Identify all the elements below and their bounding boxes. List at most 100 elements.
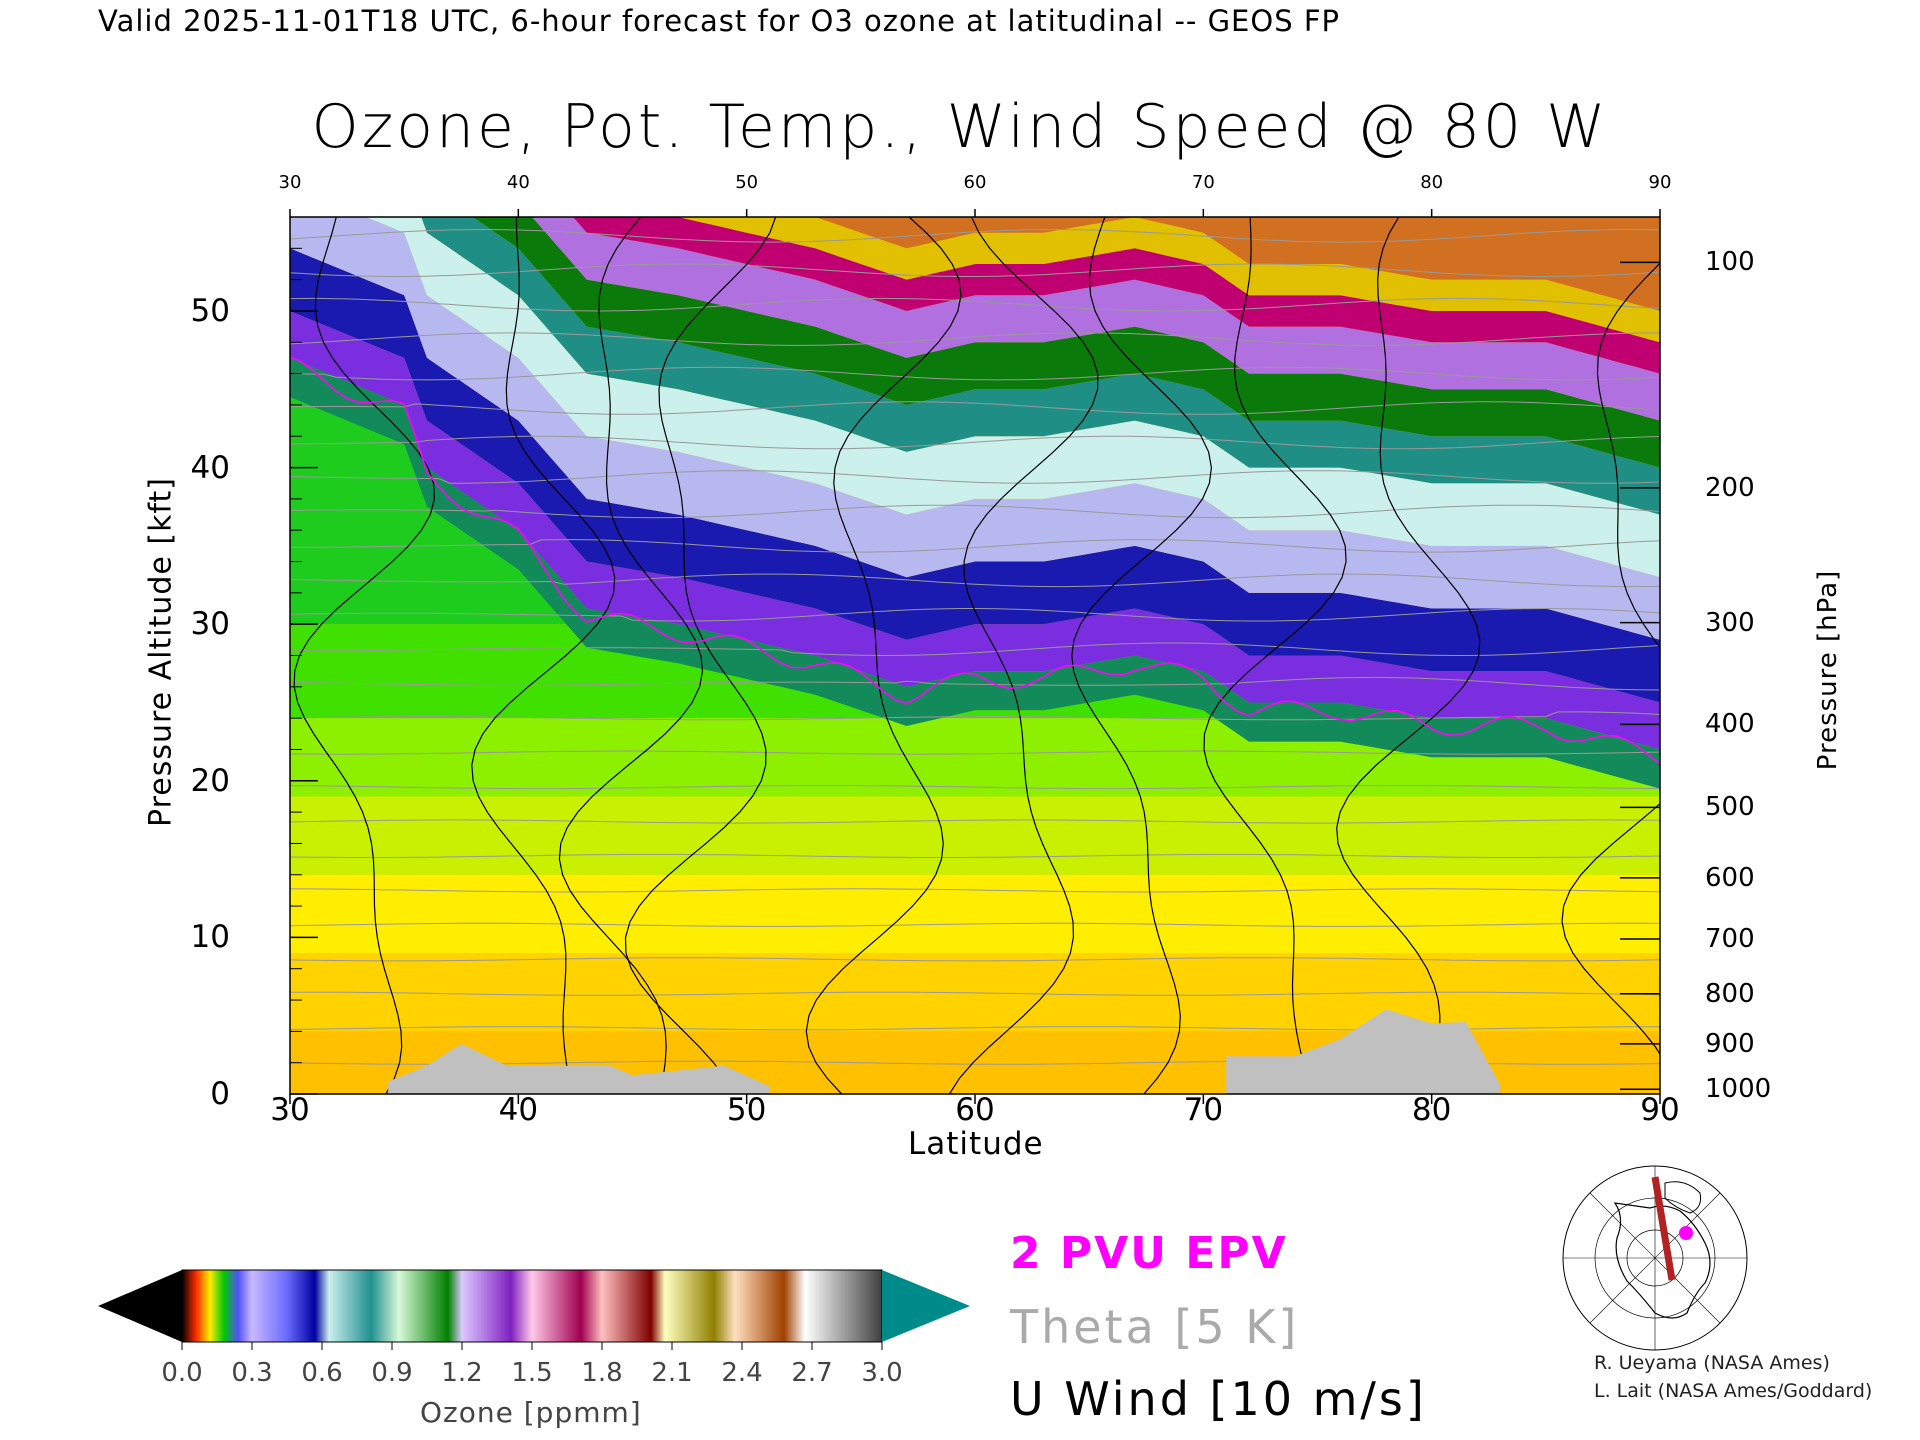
stratosphere-bands (290, 217, 1660, 750)
wind-contour (624, 217, 777, 1094)
pressure-tick-label: 500 (1705, 792, 1755, 823)
x-top-tick-label: 60 (963, 172, 987, 193)
theta-contour (290, 676, 1660, 691)
y-tick-label: 10 (190, 919, 230, 956)
theta-contour (290, 607, 1660, 622)
tropopause-transition-band (290, 357, 1660, 789)
stratosphere-band-yellow (678, 217, 1660, 343)
pressure-tick-label: 100 (1705, 247, 1755, 278)
y-tick-label: 40 (190, 449, 230, 486)
plot-area (290, 217, 1660, 1094)
colorbar-tick-label: 0.3 (231, 1358, 273, 1388)
credit-line-2: L. Lait (NASA Ames/Goddard) (1594, 1380, 1873, 1402)
colorbar-tick-label: 1.8 (581, 1358, 623, 1388)
pressure-tick-label: 400 (1705, 709, 1755, 740)
wind-contour (948, 217, 1099, 1094)
theta-contour (290, 539, 1660, 553)
theta-contour (290, 922, 1660, 927)
theta-contour (290, 785, 1660, 790)
colorbar-tick-label: 3.0 (861, 1358, 903, 1388)
pressure-tick-label: 200 (1705, 472, 1755, 503)
theta-contour (290, 853, 1660, 858)
theta-contour (290, 991, 1660, 996)
y-tick-label: 0 (210, 1076, 230, 1112)
x-tick-label: 60 (955, 1092, 995, 1128)
troposphere-band (290, 874, 1660, 954)
theta-contour (290, 504, 1660, 519)
colorbar-tick-label: 0.0 (161, 1358, 203, 1388)
legend-epv: 2 PVU EPV (1010, 1228, 1288, 1279)
colorbar-ticks (181, 1342, 883, 1350)
y-tick-label: 50 (190, 292, 230, 329)
colorbar-tick-label: 2.7 (791, 1358, 833, 1388)
wind-contour (1561, 262, 1660, 1056)
theta-contour (290, 642, 1660, 656)
pressure-tick-label: 800 (1705, 978, 1755, 1009)
colorbar-low-arrow (98, 1270, 182, 1342)
epv-contour-line (290, 355, 1660, 765)
theta-contour (290, 401, 1660, 415)
theta-contour (290, 888, 1660, 893)
colorbar-tick-label: 0.9 (371, 1358, 413, 1388)
x-axis-label: Latitude (908, 1126, 1044, 1162)
x-top-tick-label: 70 (1191, 172, 1215, 193)
pressure-tick-label: 300 (1705, 607, 1755, 638)
wind-contour (1071, 217, 1213, 1094)
chart-title: Ozone, Pot. Temp., Wind Speed @ 80 W (311, 92, 1609, 162)
pressure-tick-label: 700 (1705, 923, 1755, 954)
colorbar-tick-label: 1.2 (441, 1358, 483, 1388)
wind-contour (471, 217, 616, 1094)
colorbar-tick-label: 2.4 (721, 1358, 763, 1388)
stratosphere-band-light-blue (290, 217, 1660, 640)
wind-contours (293, 217, 1660, 1094)
x-tick-label: 40 (498, 1092, 539, 1128)
pressure-tick-label: 900 (1705, 1028, 1755, 1059)
theta-contour (290, 470, 1660, 484)
x-tick-label: 70 (1183, 1092, 1224, 1128)
x-tick-label: 50 (726, 1092, 767, 1128)
x-tick-label: 30 (270, 1092, 310, 1128)
surface-terrain (388, 1009, 1501, 1094)
y-tick-label: 20 (190, 762, 230, 799)
colorbar-high-arrow (882, 1270, 970, 1342)
x-top-tick-label: 40 (506, 172, 530, 193)
stratosphere-band-magenta (532, 217, 1660, 421)
theta-contour (290, 366, 1660, 381)
x-top-tick-label: 30 (278, 172, 302, 193)
theta-contour (290, 573, 1660, 588)
stratosphere-band-green (421, 217, 1660, 515)
colorbar-tick-label: 1.5 (511, 1358, 553, 1388)
wind-contour (558, 217, 704, 1094)
y-axis-label: Pressure Altitude [kft] (143, 477, 179, 827)
x-top-tick-label: 80 (1420, 172, 1444, 193)
wind-contour (805, 217, 962, 1094)
epv-contour (290, 355, 1660, 765)
polar-map-icon (1562, 1165, 1748, 1351)
axis-tick-marks (289, 209, 1661, 1104)
stratosphere-band-orange (815, 217, 1660, 311)
x-tick-label: 90 (1640, 1092, 1680, 1128)
colorbar-tick-label: 0.6 (301, 1358, 343, 1388)
x-top-tick-label: 50 (735, 172, 759, 193)
x-top-tick-label: 90 (1648, 172, 1672, 193)
theta-contour (290, 957, 1660, 962)
y-tick-label: 30 (190, 606, 230, 643)
legend-wind: U Wind [10 m/s] (1010, 1372, 1427, 1426)
stratosphere-band-purple-blue (290, 311, 1660, 750)
terrain-east (1226, 1009, 1501, 1094)
legend-theta: Theta [5 K] (1010, 1300, 1300, 1354)
valid-time-header: Valid 2025-11-01T18 UTC, 6-hour forecast… (98, 4, 1341, 38)
wind-contour (1203, 217, 1347, 1094)
colorbar-label: Ozone [ppmm] (420, 1396, 642, 1429)
troposphere-band (290, 796, 1660, 875)
colorbar (181, 1269, 883, 1343)
stratosphere-band-teal (366, 217, 1660, 578)
x-tick-label: 80 (1411, 1092, 1452, 1128)
pressure-axis-label: Pressure [hPa] (1813, 569, 1843, 771)
wind-contour (1336, 217, 1481, 1094)
credit-line-1: R. Ueyama (NASA Ames) (1594, 1352, 1830, 1374)
troposphere-band (290, 953, 1660, 1032)
stratosphere-band-violet (472, 217, 1660, 468)
theta-contour (290, 819, 1660, 824)
